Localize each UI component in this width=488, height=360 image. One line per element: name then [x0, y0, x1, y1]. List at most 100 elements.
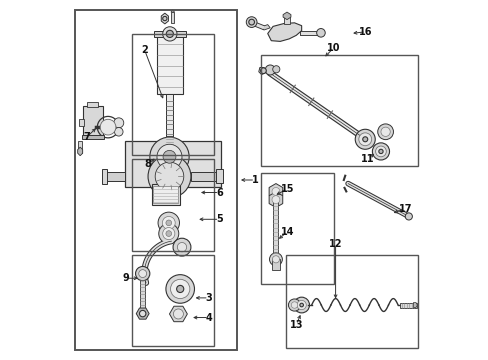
- Polygon shape: [283, 12, 290, 19]
- Text: 7: 7: [83, 132, 90, 142]
- Text: 15: 15: [280, 184, 293, 194]
- Text: 17: 17: [398, 203, 411, 213]
- Circle shape: [271, 188, 279, 195]
- Bar: [78, 141, 82, 153]
- Bar: [75, 10, 237, 350]
- Text: 12: 12: [328, 239, 342, 249]
- Circle shape: [166, 30, 173, 37]
- Bar: [260, 55, 417, 166]
- Bar: [79, 118, 83, 126]
- Bar: [153, 186, 178, 203]
- Circle shape: [354, 129, 374, 149]
- Circle shape: [135, 266, 149, 281]
- Polygon shape: [258, 67, 266, 75]
- Bar: [81, 135, 104, 139]
- Circle shape: [358, 133, 371, 146]
- Text: 16: 16: [359, 27, 372, 37]
- Polygon shape: [268, 192, 282, 207]
- Bar: [132, 33, 214, 155]
- Polygon shape: [413, 302, 417, 307]
- Circle shape: [372, 143, 389, 160]
- Text: 14: 14: [280, 227, 293, 237]
- Bar: [216, 169, 223, 183]
- Circle shape: [165, 275, 194, 303]
- Circle shape: [165, 220, 171, 226]
- Circle shape: [246, 17, 257, 27]
- Circle shape: [293, 297, 309, 313]
- Polygon shape: [268, 184, 282, 199]
- Circle shape: [176, 285, 183, 293]
- Circle shape: [248, 19, 254, 25]
- Circle shape: [163, 17, 166, 21]
- Bar: [140, 275, 145, 310]
- Circle shape: [269, 253, 282, 266]
- Text: 10: 10: [326, 43, 340, 53]
- Text: 5: 5: [216, 214, 223, 224]
- Polygon shape: [136, 308, 149, 319]
- Circle shape: [155, 162, 183, 191]
- Circle shape: [148, 155, 190, 198]
- Circle shape: [375, 146, 386, 157]
- Bar: [190, 172, 219, 181]
- Polygon shape: [161, 13, 168, 24]
- Bar: [105, 172, 124, 181]
- Polygon shape: [169, 306, 187, 322]
- Circle shape: [296, 300, 305, 310]
- Bar: [166, 136, 172, 146]
- Bar: [272, 259, 279, 270]
- Text: 8: 8: [144, 159, 151, 169]
- Text: 4: 4: [205, 312, 212, 323]
- Text: 11: 11: [360, 154, 374, 163]
- Text: 2: 2: [141, 45, 147, 55]
- Circle shape: [260, 68, 266, 73]
- Circle shape: [316, 28, 325, 37]
- Bar: [165, 94, 173, 137]
- Circle shape: [163, 27, 177, 41]
- Bar: [273, 201, 278, 255]
- Text: 3: 3: [205, 293, 212, 303]
- Bar: [87, 103, 98, 107]
- Bar: [102, 169, 107, 184]
- Circle shape: [380, 127, 389, 136]
- Circle shape: [264, 65, 275, 75]
- Circle shape: [299, 303, 303, 307]
- Bar: [151, 184, 180, 205]
- Circle shape: [291, 302, 297, 308]
- Circle shape: [163, 228, 175, 240]
- Circle shape: [272, 256, 279, 263]
- Circle shape: [288, 299, 300, 311]
- Circle shape: [114, 118, 123, 128]
- Bar: [283, 15, 290, 23]
- Text: 1: 1: [251, 175, 258, 185]
- Bar: [157, 33, 183, 94]
- Circle shape: [165, 231, 171, 237]
- Polygon shape: [171, 9, 174, 12]
- Bar: [132, 255, 214, 346]
- Circle shape: [377, 124, 393, 140]
- Circle shape: [271, 196, 279, 203]
- Bar: [399, 302, 417, 307]
- Polygon shape: [78, 147, 82, 156]
- Circle shape: [149, 137, 189, 176]
- Circle shape: [378, 149, 382, 154]
- Circle shape: [405, 213, 411, 220]
- Bar: [154, 31, 185, 37]
- Bar: [260, 173, 333, 284]
- Circle shape: [272, 66, 279, 73]
- Circle shape: [173, 238, 190, 256]
- Bar: [132, 158, 214, 251]
- Circle shape: [139, 270, 146, 278]
- Circle shape: [170, 279, 189, 298]
- Bar: [171, 12, 174, 23]
- Bar: [124, 141, 221, 187]
- Circle shape: [177, 243, 186, 252]
- Bar: [83, 106, 102, 137]
- Bar: [285, 255, 417, 348]
- Circle shape: [139, 310, 145, 317]
- Text: 13: 13: [289, 320, 303, 330]
- Text: 6: 6: [216, 188, 223, 198]
- Text: 9: 9: [122, 273, 129, 283]
- Polygon shape: [267, 23, 301, 41]
- Circle shape: [157, 144, 182, 169]
- Circle shape: [362, 137, 367, 142]
